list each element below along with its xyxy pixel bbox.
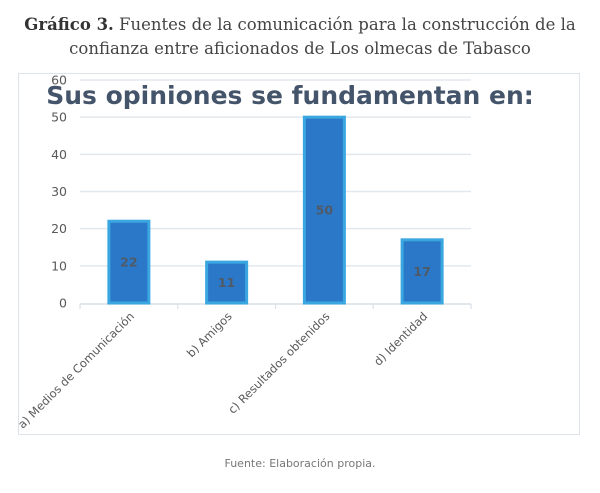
y-tick-label: 10 xyxy=(51,258,67,273)
caption-line-1: Gráfico 3. Fuentes de la comunicación pa… xyxy=(0,13,600,37)
bar xyxy=(302,115,346,305)
y-tick-label: 50 xyxy=(51,110,67,125)
x-tick-label: a) Medios de Comunicación xyxy=(15,309,137,431)
y-axis-ticks: 0 10 20 30 40 50 60 xyxy=(51,73,67,311)
y-tick-label: 0 xyxy=(59,296,67,311)
data-label: 50 xyxy=(316,203,334,218)
x-tick-label: d) Identidad xyxy=(371,309,430,368)
bars xyxy=(107,115,444,305)
y-tick-label: 30 xyxy=(51,184,67,199)
chart-frame xyxy=(18,73,580,435)
x-tick-label: b) Amigos xyxy=(184,309,235,360)
data-label: 11 xyxy=(218,275,235,290)
source-note: Fuente: Elaboración propia. xyxy=(224,457,376,470)
bar xyxy=(205,260,249,305)
data-label: 17 xyxy=(413,264,430,279)
y-tick-label: 60 xyxy=(51,73,67,88)
caption-text-1: Fuentes de la comunicación para la const… xyxy=(119,15,576,34)
bar xyxy=(107,219,151,305)
x-tick-label: c) Resultados obtenidos xyxy=(225,309,332,416)
bar xyxy=(400,238,444,305)
caption-label: Gráfico 3. xyxy=(24,15,114,34)
y-tick-label: 40 xyxy=(51,147,67,162)
x-axis xyxy=(79,303,472,309)
data-labels: 22 11 50 17 xyxy=(120,203,431,290)
caption-line-2: confianza entre aficionados de Los olmec… xyxy=(69,39,531,58)
y-tick-label: 20 xyxy=(51,221,67,236)
figure-caption: Gráfico 3. Fuentes de la comunicación pa… xyxy=(0,13,600,61)
data-label: 22 xyxy=(120,255,137,270)
chart-title: Sus opiniones se fundamentan en: xyxy=(46,81,534,110)
